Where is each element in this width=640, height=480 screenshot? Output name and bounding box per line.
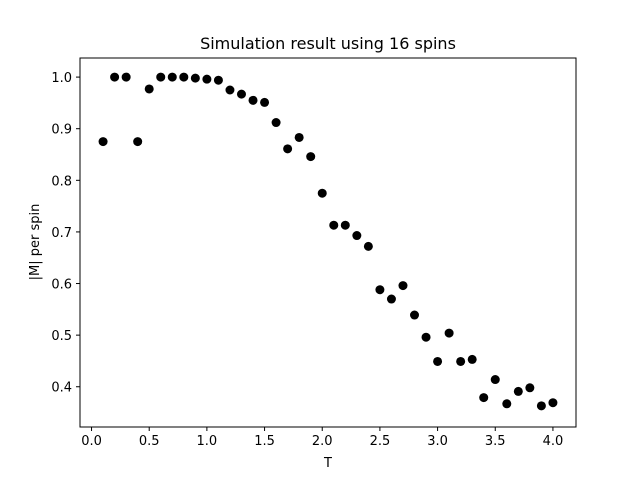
y-tick-label: 0.4	[51, 381, 72, 396]
data-point	[467, 354, 477, 364]
data-point	[456, 356, 466, 366]
data-point	[386, 294, 396, 304]
data-point	[340, 220, 350, 230]
data-point	[502, 399, 512, 409]
y-tick-label: 0.8	[51, 174, 72, 189]
y-tick-label: 1.0	[51, 71, 72, 86]
data-point	[167, 72, 177, 82]
plot-frame	[79, 57, 577, 428]
data-point	[525, 383, 535, 393]
data-point	[329, 220, 339, 230]
chart-title: Simulation result using 16 spins	[200, 34, 456, 53]
data-point	[513, 386, 523, 396]
y-axis-title: |M| per spin	[28, 204, 43, 281]
data-point	[248, 95, 258, 105]
data-points	[98, 72, 558, 411]
data-point	[317, 188, 327, 198]
data-point	[225, 85, 235, 95]
plot-area	[79, 57, 577, 428]
data-point	[110, 72, 120, 82]
data-point	[433, 356, 443, 366]
y-tick-label: 0.6	[51, 278, 72, 293]
data-point	[133, 137, 143, 147]
y-axis: 0.4 0.5 0.6 0.7 0.8 0.9 1.0	[51, 71, 80, 396]
y-tick-label: 0.9	[51, 123, 72, 138]
data-point	[213, 75, 223, 85]
data-point	[536, 401, 546, 411]
data-point	[375, 285, 385, 295]
data-point	[421, 332, 431, 342]
data-point	[398, 281, 408, 291]
x-tick-label: 1.0	[197, 434, 218, 449]
data-point	[179, 72, 189, 82]
data-point	[190, 73, 200, 83]
y-tick-label: 0.7	[51, 226, 72, 241]
data-point	[306, 152, 316, 162]
data-point	[294, 132, 304, 142]
data-point	[283, 144, 293, 154]
data-point	[271, 118, 281, 128]
x-tick-label: 1.5	[254, 434, 275, 449]
x-tick-label: 0.5	[139, 434, 160, 449]
data-point	[156, 72, 166, 82]
x-tick-label: 4.0	[543, 434, 564, 449]
data-point	[144, 84, 154, 94]
data-point	[121, 72, 131, 82]
x-axis-title: T	[323, 456, 332, 471]
data-point	[363, 241, 373, 251]
x-tick-label: 2.0	[312, 434, 333, 449]
x-tick-label: 3.5	[485, 434, 506, 449]
data-point	[410, 310, 420, 320]
data-point	[352, 231, 362, 241]
data-point	[202, 74, 212, 84]
x-tick-label: 0.0	[81, 434, 102, 449]
y-tick-label: 0.5	[51, 329, 72, 344]
data-point	[98, 137, 108, 147]
data-point	[444, 328, 454, 338]
data-point	[479, 393, 489, 403]
x-axis: 0.0 0.5 1.0 1.5 2.0 2.5 3.0 3.5 4.0	[81, 427, 563, 449]
data-point	[490, 375, 500, 385]
data-point	[236, 89, 246, 99]
data-point	[260, 97, 270, 107]
data-point	[548, 398, 558, 408]
x-tick-label: 2.5	[370, 434, 391, 449]
x-tick-label: 3.0	[427, 434, 448, 449]
